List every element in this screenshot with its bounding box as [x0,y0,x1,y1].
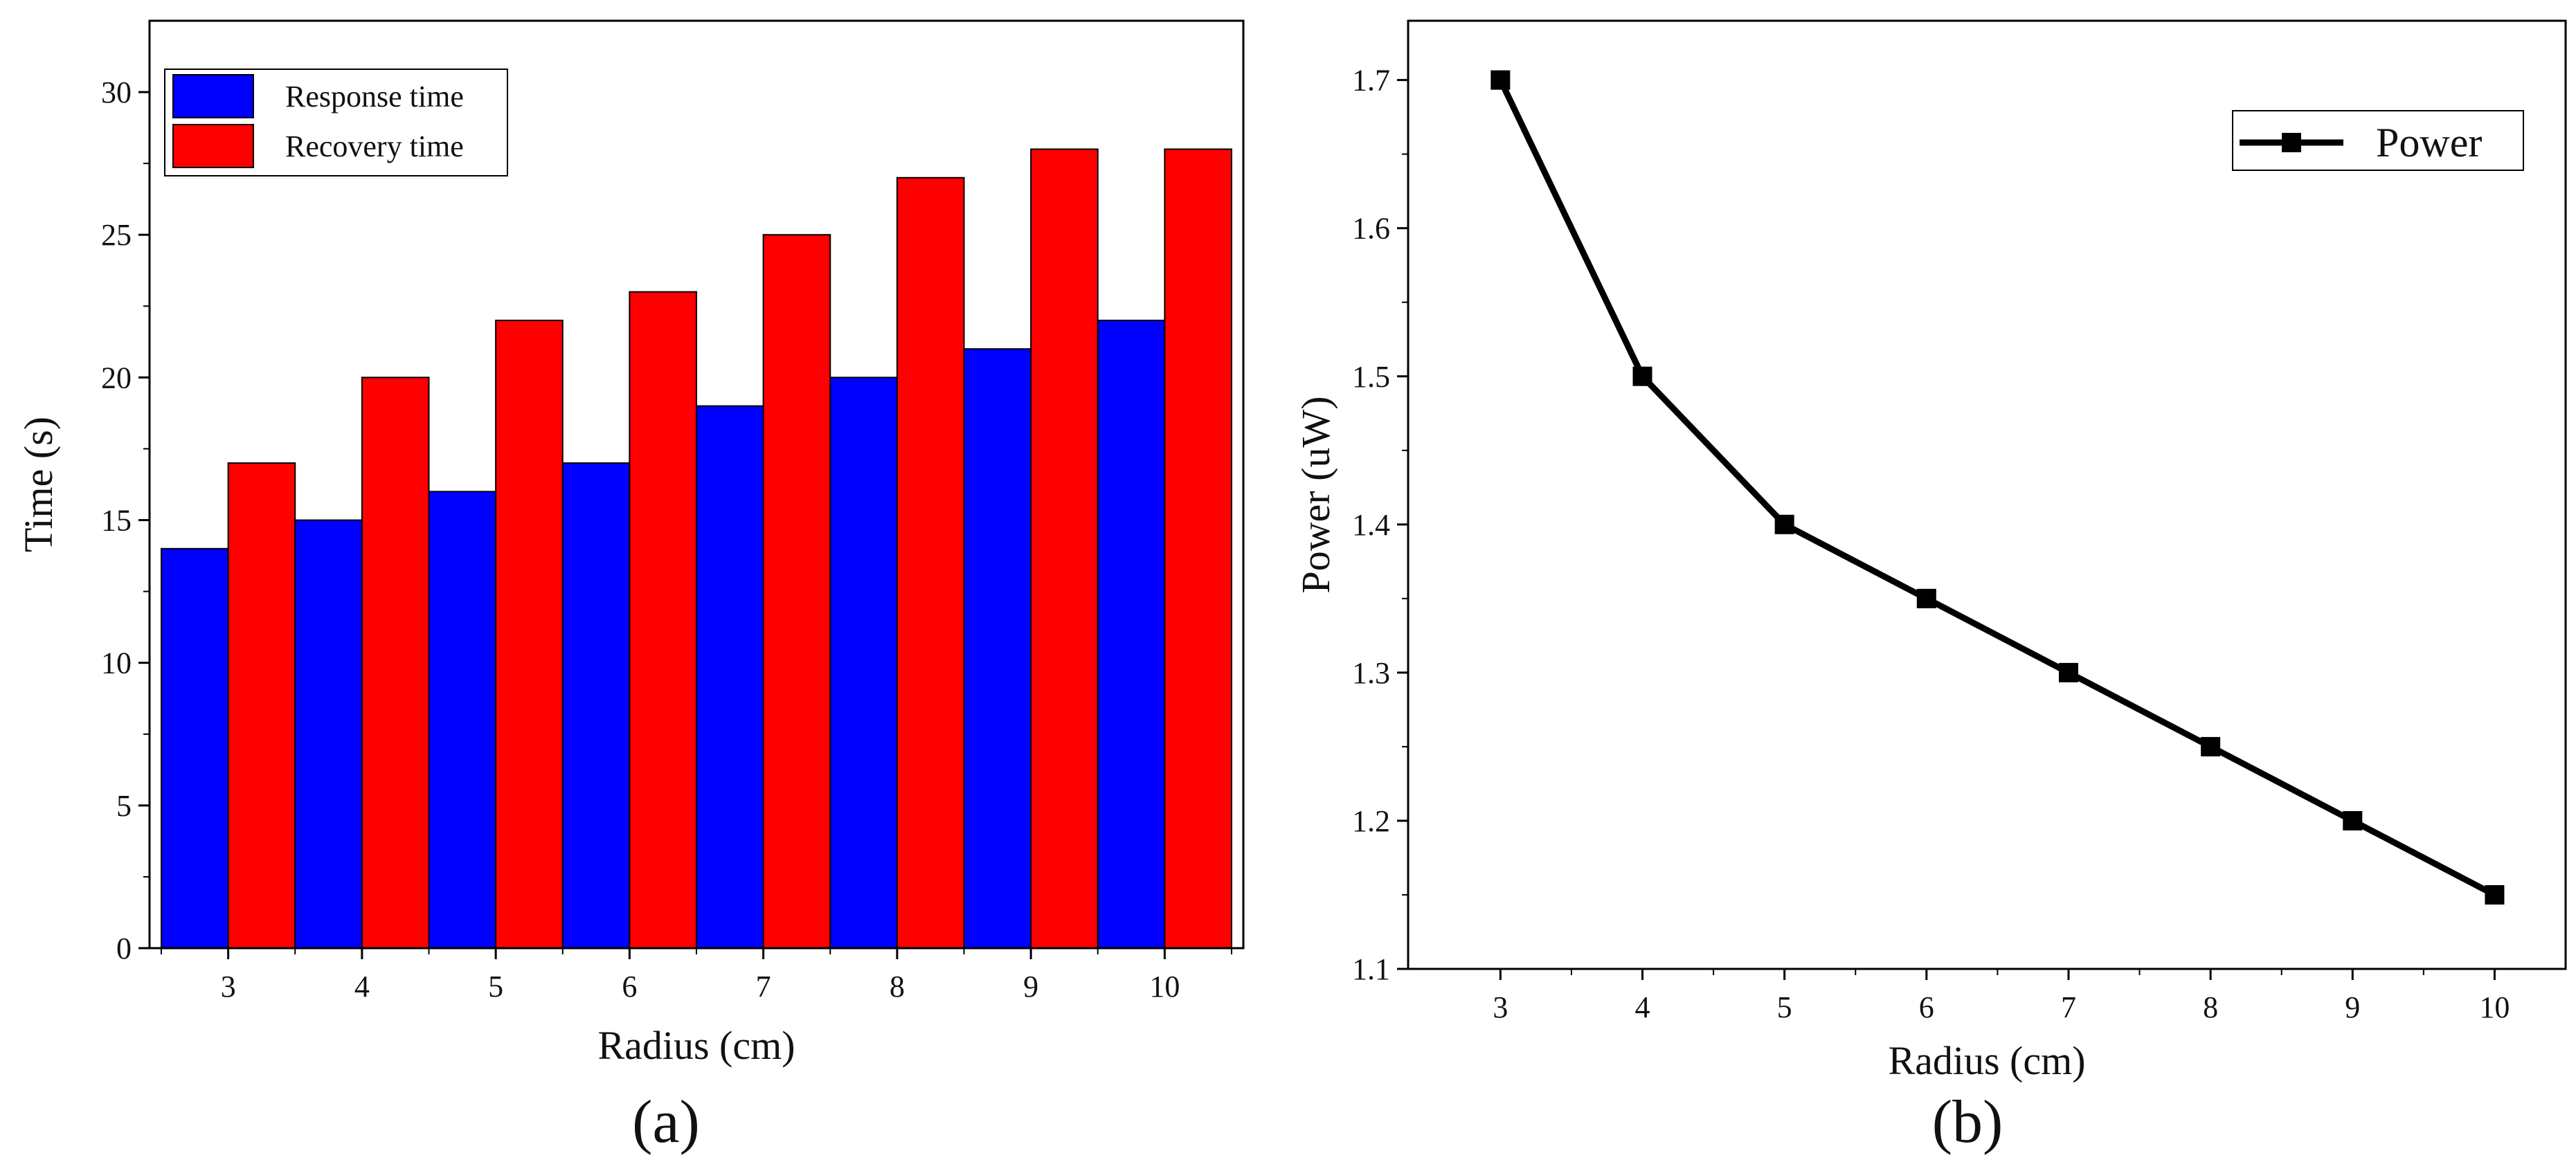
bar-recovery-time [896,176,965,949]
bars-group [161,148,1232,950]
y-tick-label: 1.3 [1352,656,1390,690]
x-tick-label: 4 [354,970,370,1004]
data-point-marker [1774,514,1794,534]
legend: Response time Recovery time [164,69,508,176]
x-tick-label: 5 [1777,990,1792,1024]
x-tick-label: 9 [1023,970,1038,1004]
data-point-marker [1916,588,1936,608]
plot-frame [1407,19,2567,970]
y-tick-label: 0 [116,932,132,965]
y-tick-label: 5 [116,789,132,823]
series-line-power [1497,78,2496,898]
power-series [1490,70,2505,905]
legend-swatch-response-time [172,74,254,118]
y-tick-label: 1.4 [1352,508,1390,542]
legend-label-response-time: Response time [285,80,464,114]
bar-recovery-time [629,291,697,949]
y-axis-ticks: 0 5 10 15 20 25 30 [101,75,150,965]
data-point-marker [1632,366,1652,386]
x-tick-label: 7 [2061,990,2076,1024]
y-tick-label: 25 [101,218,132,252]
bar-recovery-time [1164,148,1232,950]
x-tick-label: 9 [2345,990,2360,1024]
bar-recovery-time [361,376,430,949]
y-tick-label: 1.5 [1352,360,1390,394]
x-tick-label: 3 [221,970,236,1004]
panel-a-bar-chart: 0 5 10 15 20 25 30 3 4 5 6 7 8 9 10 Time (s) Radius (… [16,19,1245,1156]
bar-response-time [294,519,363,949]
x-axis-ticks: 3 4 5 6 7 8 9 10 [161,948,1232,1004]
y-axis-title: Power (uW) [1293,396,1338,593]
y-tick-label: 1.6 [1352,212,1390,246]
y-tick-label: 30 [101,75,132,109]
x-tick-label: 6 [622,970,637,1004]
bar-recovery-time [762,234,831,950]
x-tick-label: 8 [2203,990,2218,1024]
data-point-marker [2058,662,2078,682]
y-tick-label: 1.2 [1352,804,1390,838]
x-tick-label: 7 [756,970,771,1004]
legend-label-recovery-time: Recovery time [285,129,464,163]
panel-b-line-chart: 1.1 1.2 1.3 1.4 1.5 1.6 1.7 3 4 5 6 7 8 9 10 Power (u… [1293,19,2567,1156]
x-tick-label: 3 [1493,990,1508,1024]
bar-recovery-time [227,462,296,949]
y-tick-label: 20 [101,361,132,394]
panel-label: (b) [1932,1089,2003,1156]
x-tick-label: 8 [890,970,905,1004]
x-axis-title: Radius (cm) [597,1023,795,1068]
x-tick-label: 10 [2479,990,2510,1024]
bar-response-time [829,376,898,949]
bar-recovery-time [1030,148,1099,950]
bar-response-time [1097,319,1166,949]
y-axis-ticks: 1.1 1.2 1.3 1.4 1.5 1.6 1.7 [1352,64,1408,986]
x-tick-label: 5 [488,970,503,1004]
x-tick-label: 10 [1149,970,1180,1004]
bar-response-time [428,491,497,949]
x-tick-label: 6 [1919,990,1934,1024]
x-axis-title: Radius (cm) [1888,1038,2085,1083]
y-tick-label: 10 [101,646,132,680]
legend-marker-sample [2282,133,2301,152]
data-point-marker [2485,884,2505,905]
bar-response-time [561,462,631,949]
bar-response-time [696,405,764,949]
y-tick-label: 15 [101,504,132,538]
bar-response-time [161,547,229,949]
x-axis-ticks: 3 4 5 6 7 8 9 10 [1493,969,2510,1024]
data-point-marker [1490,70,1511,90]
data-point-marker [2343,810,2363,830]
y-tick-label: 1.7 [1352,64,1390,98]
data-point-marker [2201,736,2221,756]
x-tick-label: 4 [1635,990,1650,1024]
legend-label-power: Power [2376,120,2482,165]
y-tick-label: 1.1 [1352,952,1390,986]
legend: Power [2232,110,2524,171]
panel-label: (a) [632,1089,700,1156]
y-axis-title: Time (s) [16,417,61,552]
bar-recovery-time [495,319,564,949]
bar-response-time [963,348,1032,949]
legend-swatch-recovery-time [172,124,254,168]
